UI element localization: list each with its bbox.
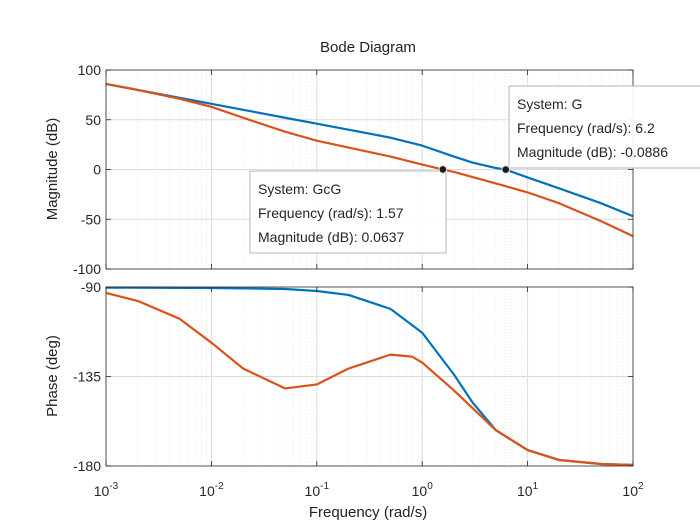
datatip-frequency-label: Frequency (rad/s): 1.57 [258, 205, 404, 221]
magnitude-y-axis-label: Magnitude (dB) [44, 118, 61, 221]
datatip-magnitude-label: Magnitude (dB): -0.0886 [517, 144, 668, 160]
datatip-g: System: G Frequency (rad/s): 6.2 Magnitude… [501, 85, 700, 174]
datatip-system-label: System: G [517, 96, 582, 112]
datatip-system-label: System: GcG [258, 181, 341, 197]
x-tick-label: 101 [517, 481, 539, 499]
datatip-magnitude-label: Magnitude (dB): 0.0637 [258, 229, 405, 245]
magnitude-y-tick-label: -100 [73, 261, 101, 277]
x-axis-label: Frequency (rad/s) [309, 504, 427, 521]
datatip-marker [438, 165, 448, 174]
chart-title: Bode Diagram [320, 39, 416, 56]
datatip-marker [501, 165, 511, 174]
magnitude-series-g-line [105, 82, 634, 218]
magnitude-y-tick-label: -50 [81, 211, 101, 227]
x-tick-label: 102 [622, 481, 644, 499]
phase-y-axis-label: Phase (deg) [44, 335, 61, 417]
phase-y-tick-label: -90 [81, 279, 101, 295]
magnitude-series-gcg-line [105, 82, 634, 238]
magnitude-y-tick-label: 50 [85, 112, 101, 128]
x-tick-label: 10-1 [305, 481, 330, 499]
phase-y-tick-label: -135 [73, 369, 101, 385]
datatip-box [508, 85, 700, 169]
x-tick-label: 100 [412, 481, 434, 499]
x-tick-label: 10-3 [94, 481, 119, 499]
datatip-frequency-label: Frequency (rad/s): 6.2 [517, 120, 655, 136]
datatip-box [249, 170, 447, 254]
x-tick-label: 10-2 [199, 481, 224, 499]
phase-y-tick-label: -180 [73, 458, 101, 474]
phase-series-gcg-line [105, 291, 634, 467]
magnitude-y-tick-label: 0 [93, 162, 101, 178]
datatip-gcg: System: GcG Frequency (rad/s): 1.57 Magnit… [249, 165, 448, 254]
magnitude-y-tick-label: 100 [78, 62, 102, 78]
